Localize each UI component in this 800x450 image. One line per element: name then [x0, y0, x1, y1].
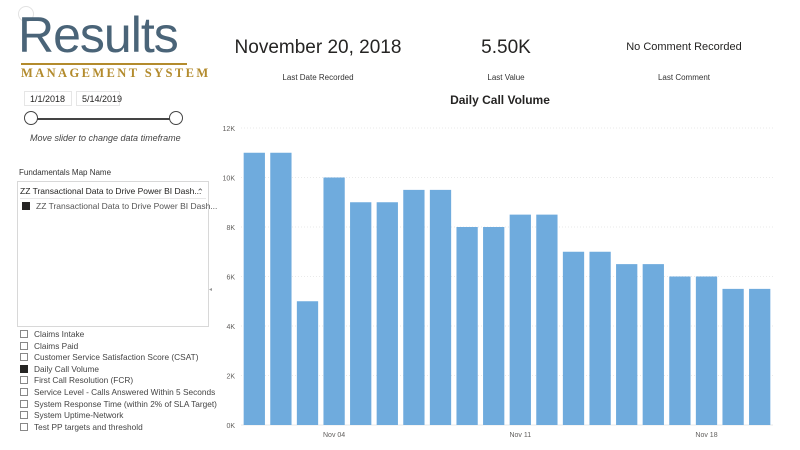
y-tick-label: 0K	[226, 423, 235, 430]
list-item[interactable]: Claims Paid	[20, 341, 217, 353]
kpi-label: Claims Intake	[34, 329, 85, 339]
last-comment-value: No Comment Recorded	[626, 41, 742, 53]
bar-nov-14[interactable]	[589, 251, 611, 425]
x-tick-label: Nov 18	[695, 432, 717, 439]
bar-nov-06[interactable]	[376, 202, 398, 425]
list-item[interactable]: System Response Time (within 2% of SLA T…	[20, 399, 217, 411]
bar-nov-20[interactable]	[749, 288, 771, 425]
last-date-value: November 20, 2018	[234, 37, 402, 58]
date-slider-track[interactable]	[30, 118, 178, 120]
end-date-input[interactable]: 5/14/2019	[76, 91, 122, 106]
x-tick-label: Nov 04	[323, 432, 345, 439]
checkbox-icon[interactable]	[20, 376, 28, 385]
checkbox-checked-icon[interactable]	[22, 202, 30, 210]
kpi-label: Test PP targets and threshold	[34, 421, 143, 432]
checkbox-icon[interactable]	[20, 411, 28, 420]
slider-hint: Move slider to change data timeframe	[30, 133, 181, 143]
last-date-label: Last Date Recorded	[282, 73, 354, 82]
y-tick-label: 12K	[223, 126, 236, 133]
bar-nov-09[interactable]	[456, 227, 478, 425]
kpi-label: First Call Resolution (FCR)	[34, 375, 134, 386]
list-item[interactable]: Customer Service Satisfaction Score (CSA…	[20, 352, 217, 364]
list-item[interactable]: Claims Intake	[20, 329, 217, 341]
chart-title: Daily Call Volume	[450, 93, 550, 107]
start-date-input[interactable]: 1/1/2018	[24, 91, 72, 106]
bar-nov-01[interactable]	[243, 152, 265, 425]
logo-rule	[21, 63, 187, 65]
kpi-label: Claims Paid	[34, 340, 79, 351]
bar-nov-15[interactable]	[616, 264, 638, 425]
slicer-title: Fundamentals Map Name	[19, 168, 112, 177]
checkbox-icon[interactable]	[20, 341, 28, 350]
y-tick-label: 8K	[226, 225, 235, 232]
y-tick-label: 10K	[223, 176, 236, 183]
last-comment-label: Last Comment	[657, 73, 711, 82]
bar-nov-07[interactable]	[403, 189, 425, 425]
kpi-label: Daily Call Volume	[34, 363, 100, 374]
bar-nov-08[interactable]	[429, 189, 452, 425]
kpi-label: System Uptime-Network	[34, 410, 124, 421]
slicer-selected-value: ZZ Transactional Data to Drive Power BI …	[20, 186, 202, 196]
checkbox-icon[interactable]	[20, 353, 28, 362]
bar-nov-02[interactable]	[270, 152, 292, 425]
logo-subtitle: MANAGEMENT SYSTEM	[21, 66, 211, 80]
checkbox-checked-icon[interactable]	[20, 364, 28, 373]
logo-wordmark: Results	[18, 7, 179, 63]
checkbox-icon[interactable]	[20, 387, 28, 396]
y-tick-label: 2K	[226, 374, 235, 381]
checkbox-icon[interactable]	[20, 330, 28, 338]
kpi-checklist: Claims Intake Claims Paid Customer Servi…	[20, 329, 217, 433]
y-tick-label: 6K	[226, 275, 235, 282]
bar-nov-16[interactable]	[642, 264, 664, 425]
bar-nov-18[interactable]	[695, 276, 718, 426]
kpi-label: Service Level - Calls Answered Within 5 …	[34, 386, 216, 397]
slicer-option[interactable]: ZZ Transactional Data to Drive Power BI …	[22, 201, 217, 211]
y-tick-label: 4K	[226, 324, 235, 331]
bar-nov-17[interactable]	[669, 276, 691, 426]
list-item[interactable]: Daily Call Volume	[20, 364, 217, 376]
list-item[interactable]: First Call Resolution (FCR)	[20, 375, 217, 387]
chevron-up-icon[interactable]: ⌃	[196, 187, 204, 197]
last-value-label: Last Value	[487, 73, 525, 82]
slider-end-handle[interactable]	[169, 111, 183, 125]
bar-nov-11[interactable]	[509, 214, 531, 425]
kpi-label: System Response Time (within 2% of SLA T…	[34, 398, 217, 409]
bar-nov-12[interactable]	[536, 214, 558, 425]
slider-start-handle[interactable]	[24, 111, 38, 125]
slicer-option-label: ZZ Transactional Data to Drive Power BI …	[36, 201, 218, 211]
list-item[interactable]: System Uptime-Network	[20, 410, 217, 422]
bar-nov-04[interactable]	[323, 177, 345, 426]
circle-icon	[18, 6, 34, 22]
checkbox-icon[interactable]	[20, 422, 28, 431]
bar-nov-19[interactable]	[722, 288, 744, 425]
bar-nov-05[interactable]	[350, 202, 372, 425]
x-tick-label: Nov 11	[509, 432, 531, 439]
slicer-dropdown[interactable]: ZZ Transactional Data to Drive Power BI …	[20, 184, 206, 199]
results-logo: Results MANAGEMENT SYSTEM	[18, 6, 208, 80]
bar-nov-13[interactable]	[562, 251, 585, 425]
last-value-value: 5.50K	[481, 37, 531, 58]
fundamentals-slicer: ZZ Transactional Data to Drive Power BI …	[17, 181, 217, 327]
checkbox-icon[interactable]	[20, 399, 28, 408]
list-item[interactable]: Service Level - Calls Answered Within 5 …	[20, 387, 217, 399]
daily-call-volume-chart: 0K 2K 4K 6K 8K 10K 12K Nov 04 Nov 11 Nov 18	[223, 126, 773, 439]
kpi-label: Customer Service Satisfaction Score (CSA…	[34, 352, 199, 363]
bar-nov-03[interactable]	[296, 301, 319, 425]
bar-nov-10[interactable]	[483, 227, 505, 425]
list-item[interactable]: Test PP targets and threshold	[20, 422, 217, 434]
resize-handle-icon[interactable]: ◂	[209, 287, 213, 293]
